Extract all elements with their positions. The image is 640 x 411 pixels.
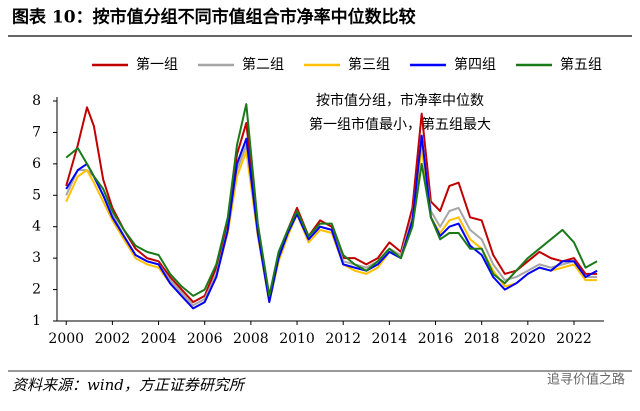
legend-label: 第三组 (348, 56, 390, 73)
y-tick-label: 7 (32, 124, 41, 140)
legend-label: 第四组 (454, 56, 496, 73)
x-tick-label: 2004 (141, 331, 177, 347)
x-tick-label: 2022 (556, 331, 592, 347)
annotation: 按市值分组，市净率中位数 (316, 92, 484, 109)
legend-label: 第一组 (136, 56, 178, 73)
x-tick-label: 2000 (48, 331, 84, 347)
x-tick-label: 2006 (187, 331, 223, 347)
y-tick-label: 5 (32, 187, 41, 203)
series-line (65, 137, 598, 307)
watermark: 追寻价值之路 (547, 372, 625, 388)
annotation: 第一组市值最小，第五组最大 (309, 116, 491, 133)
y-tick-label: 8 (32, 93, 41, 109)
legend-label: 第二组 (242, 56, 284, 73)
x-tick-label: 2018 (464, 331, 500, 347)
series-line (65, 134, 598, 310)
x-tick-label: 2016 (418, 331, 454, 347)
x-tick-label: 2014 (372, 331, 408, 347)
x-tick-label: 2010 (279, 331, 315, 347)
series-line (65, 106, 598, 304)
y-tick-label: 6 (32, 156, 41, 172)
legend-label: 第五组 (560, 56, 602, 73)
y-tick-label: 1 (32, 313, 41, 329)
x-tick-label: 2020 (510, 331, 546, 347)
x-tick-label: 2002 (95, 331, 131, 347)
source-note: 资料来源：wind，方正证券研究所 (12, 376, 246, 394)
x-tick-label: 2008 (233, 331, 269, 347)
series-line (65, 103, 598, 297)
chart-title: 图表 10：按市值分组不同市值组合市净率中位数比较 (12, 7, 416, 28)
y-tick-label: 2 (32, 282, 41, 298)
x-tick-label: 2012 (325, 331, 361, 347)
series-line (65, 147, 598, 310)
y-tick-label: 4 (32, 219, 41, 235)
y-tick-label: 3 (32, 250, 41, 266)
